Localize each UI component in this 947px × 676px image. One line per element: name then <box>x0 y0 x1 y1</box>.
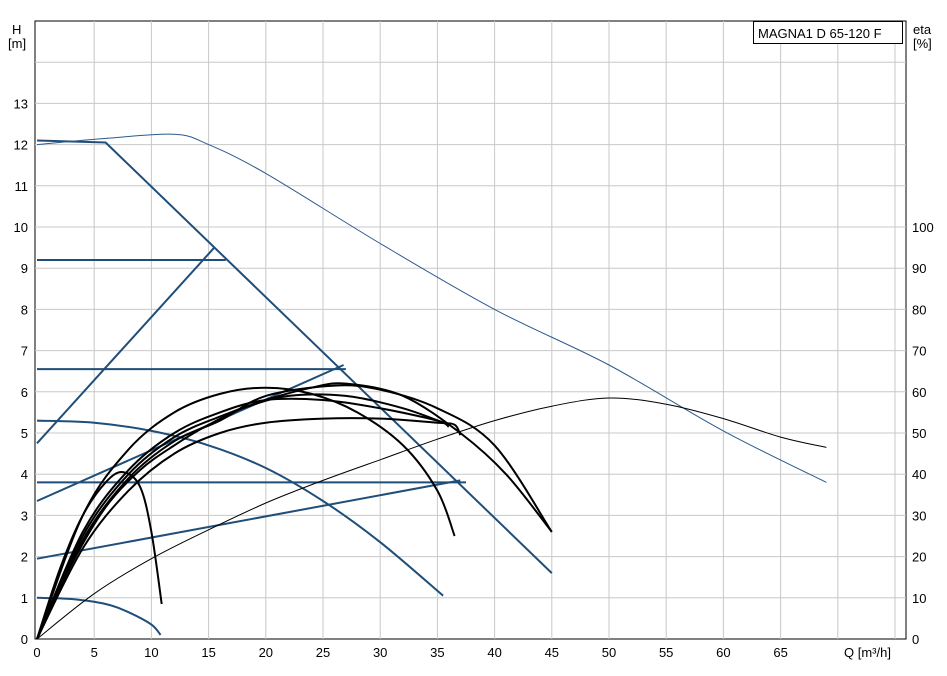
y-left-tick-label: 6 <box>21 385 28 400</box>
y-right-tick-label: 60 <box>912 385 926 400</box>
series-group <box>36 133 827 640</box>
x-tick-label: 40 <box>487 645 501 660</box>
y-left-tick-label: 2 <box>21 550 28 565</box>
y-right-tick-label: 100 <box>912 220 934 235</box>
y-right-tick-label: 90 <box>912 261 926 276</box>
series-line-8 <box>36 596 162 636</box>
x-tick-label: 45 <box>545 645 559 660</box>
y-right-label-unit: [%] <box>913 36 932 51</box>
y-right-label-top: eta <box>913 22 932 37</box>
y-left-tick-label: 12 <box>14 138 28 153</box>
series-line-10 <box>36 397 827 640</box>
series-line-14 <box>36 384 553 640</box>
y-right-tick-label: 70 <box>912 344 926 359</box>
x-tick-label: 15 <box>201 645 215 660</box>
y-left-tick-label: 0 <box>21 632 28 647</box>
series-line-7 <box>36 419 444 597</box>
y-right-tick-label: 20 <box>912 550 926 565</box>
x-tick-label: 30 <box>373 645 387 660</box>
y-right-tick-label: 0 <box>912 632 919 647</box>
x-tick-label: 55 <box>659 645 673 660</box>
y-left-tick-label: 10 <box>14 220 28 235</box>
y-left-tick-label: 1 <box>21 591 28 606</box>
y-right-tick-label: 40 <box>912 467 926 482</box>
series-line-4 <box>36 246 216 444</box>
grid <box>35 21 906 639</box>
plot-area <box>34 20 907 640</box>
series-line-15 <box>36 382 553 640</box>
series-line-9 <box>36 133 827 483</box>
x-tick-label: 35 <box>430 645 444 660</box>
x-tick-label: 5 <box>91 645 98 660</box>
x-tick-label: 65 <box>773 645 787 660</box>
y-left-tick-label: 7 <box>21 344 28 359</box>
series-line-12 <box>36 386 456 640</box>
x-tick-label: 25 <box>316 645 330 660</box>
tick-labels: 0 5 10 15 20 25 30 35 40 45 50 55 60 6501234567891011… <box>14 96 934 660</box>
chart-title: MAGNA1 D 65-120 F <box>753 21 903 44</box>
y-right-tick-label: 80 <box>912 302 926 317</box>
y-left-tick-label: 13 <box>14 96 28 111</box>
series-line-13 <box>36 397 450 640</box>
y-left-tick-label: 5 <box>21 426 28 441</box>
y-left-tick-label: 3 <box>21 508 28 523</box>
x-tick-label: 50 <box>602 645 616 660</box>
x-tick-label: 0 <box>33 645 40 660</box>
y-right-tick-label: 30 <box>912 508 926 523</box>
series-line-6 <box>36 479 461 560</box>
y-left-tick-label: 11 <box>15 179 29 194</box>
x-tick-label: 20 <box>259 645 273 660</box>
series-line-17 <box>36 393 450 640</box>
y-left-tick-label: 9 <box>21 261 28 276</box>
series-line-11 <box>36 471 163 640</box>
x-tick-label: 60 <box>716 645 730 660</box>
y-right-tick-label: 10 <box>912 591 926 606</box>
x-tick-label: 10 <box>144 645 158 660</box>
y-left-label-top: H <box>12 22 21 37</box>
series-line-0 <box>36 139 553 574</box>
x-axis-label: Q [m³/h] <box>844 645 891 660</box>
y-left-tick-label: 4 <box>21 467 28 482</box>
y-right-tick-label: 50 <box>912 426 926 441</box>
y-left-label-unit: [m] <box>8 36 26 51</box>
y-left-tick-label: 8 <box>21 302 28 317</box>
